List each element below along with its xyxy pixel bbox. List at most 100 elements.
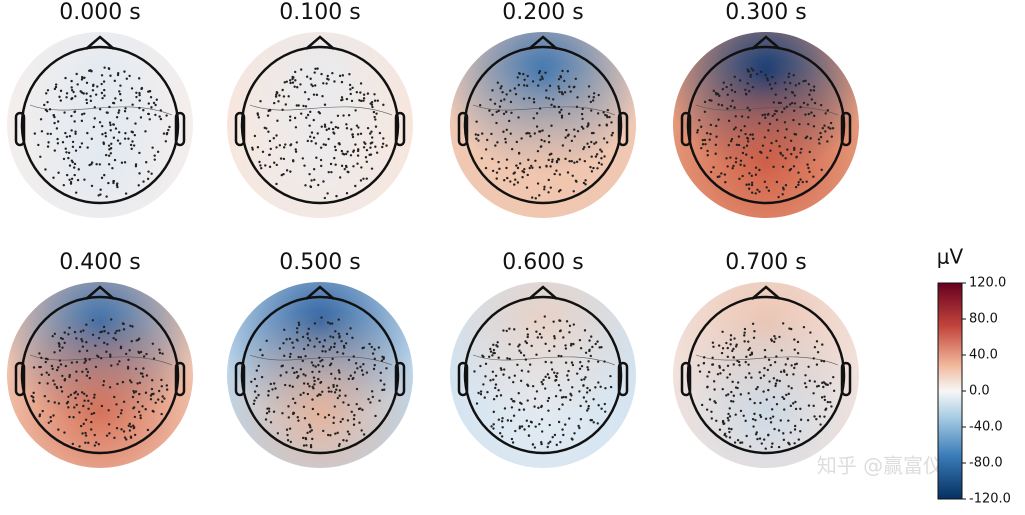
sensor — [776, 379, 779, 382]
sensor — [793, 442, 796, 445]
sensor — [128, 429, 132, 432]
sensor — [69, 393, 73, 397]
sensor — [777, 445, 781, 449]
sensor — [728, 407, 731, 410]
sensor — [799, 105, 802, 109]
sensor — [572, 323, 576, 326]
sensor — [558, 110, 561, 114]
sensor — [497, 356, 500, 359]
sensor — [579, 404, 582, 408]
sensor — [778, 145, 781, 148]
sensor — [103, 88, 106, 92]
sensor — [787, 419, 790, 422]
sensor — [322, 429, 325, 433]
sensor — [115, 426, 119, 430]
sensor — [91, 84, 95, 88]
topomap: 0.300 s — [673, 0, 859, 218]
sensor — [739, 129, 743, 132]
ear-left — [680, 111, 692, 147]
ear-right — [617, 361, 629, 397]
sensor — [251, 148, 254, 151]
sensor — [783, 121, 787, 124]
sensor — [774, 109, 777, 112]
sensor — [745, 355, 748, 359]
sensor — [512, 380, 515, 384]
sensor — [80, 119, 84, 123]
sensor — [340, 149, 344, 153]
sensor — [345, 97, 349, 101]
sensor — [739, 409, 743, 413]
sensor — [541, 129, 544, 132]
sensor — [711, 356, 714, 360]
sensor — [85, 367, 88, 371]
sensor — [148, 118, 151, 121]
sensor — [90, 420, 93, 424]
sensor — [314, 67, 317, 70]
sensor — [129, 324, 132, 327]
sensor — [538, 332, 542, 336]
sensor — [748, 372, 751, 375]
sensor — [109, 147, 113, 150]
sensor — [819, 135, 823, 139]
sensor — [777, 101, 781, 105]
sensor — [344, 394, 347, 397]
sensor — [599, 385, 602, 389]
sensor — [759, 376, 763, 380]
sensor — [718, 364, 721, 368]
sensor — [578, 390, 581, 393]
sensor — [567, 369, 570, 373]
sensor — [484, 148, 488, 151]
sensor — [793, 102, 797, 105]
sensor — [73, 330, 77, 334]
sensor — [80, 338, 83, 341]
sensor — [743, 331, 746, 334]
sensor — [573, 161, 576, 164]
sensor — [604, 386, 607, 390]
sensor — [94, 441, 98, 444]
sensor — [806, 103, 809, 106]
sensor — [533, 446, 537, 449]
sensor — [575, 180, 578, 183]
sensor — [758, 168, 761, 172]
sensor — [267, 389, 270, 393]
sensor — [70, 86, 73, 89]
sensor — [566, 171, 570, 174]
sensor — [38, 381, 41, 385]
sensor — [588, 339, 591, 342]
sensor — [793, 363, 797, 366]
sensor — [377, 346, 381, 349]
sensor — [756, 437, 759, 441]
sensor — [322, 180, 325, 183]
sensor — [542, 326, 545, 329]
sensor — [371, 352, 375, 355]
sensor — [520, 369, 524, 372]
sensor — [102, 380, 106, 383]
sensor — [830, 135, 833, 138]
sensor — [291, 385, 294, 388]
sensor — [132, 144, 136, 147]
sensor — [302, 373, 305, 376]
sensor — [823, 395, 826, 398]
sensor — [291, 75, 294, 79]
sensor — [100, 404, 104, 408]
sensor — [93, 393, 96, 396]
sensor — [126, 117, 129, 120]
sensor — [576, 129, 580, 133]
sensor — [349, 92, 352, 96]
sensor — [99, 357, 103, 360]
sensor — [57, 402, 61, 405]
sensor — [549, 165, 552, 168]
sensor — [569, 398, 572, 402]
sensor — [45, 92, 48, 95]
sensor — [126, 367, 130, 370]
sensor — [807, 365, 810, 369]
sensor — [119, 412, 123, 415]
sensor — [68, 135, 72, 138]
sensor — [782, 369, 786, 372]
sensor — [752, 137, 755, 141]
sensor — [750, 174, 753, 178]
sensor — [52, 113, 56, 117]
sensor — [138, 151, 141, 155]
sensor — [815, 385, 819, 388]
sensor — [316, 394, 319, 398]
